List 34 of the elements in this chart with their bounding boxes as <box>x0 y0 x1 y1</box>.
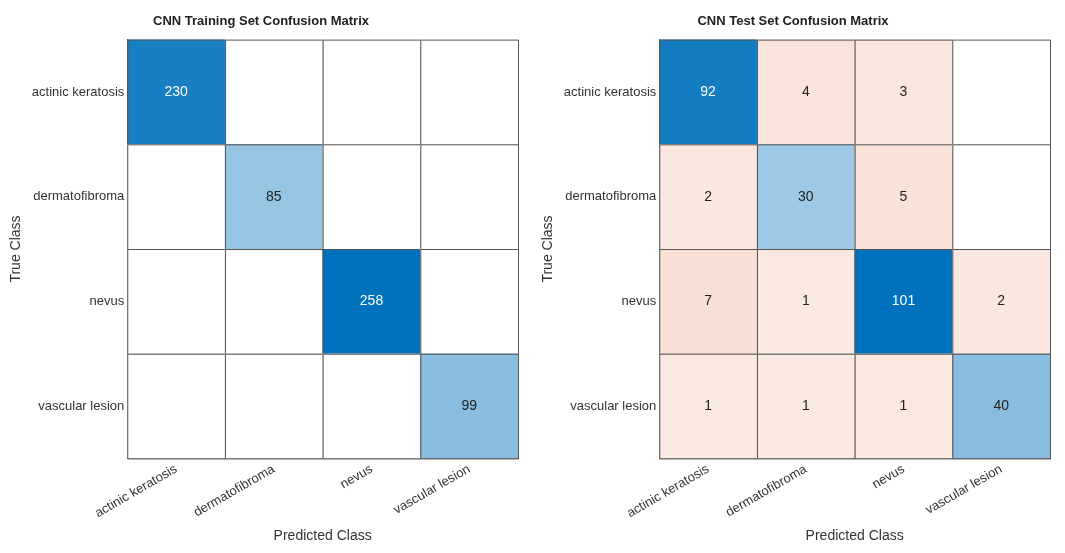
data-label: 40 <box>993 396 1010 413</box>
data-label: 2 <box>997 292 1006 309</box>
data-label: 85 <box>266 187 282 204</box>
y-tick-label: actinic keratosis <box>563 83 657 99</box>
x-axis-title: Predicted Class <box>273 527 372 544</box>
chart-title: CNN Test Set Confusion Matrix <box>697 13 890 29</box>
data-label: 2 <box>704 187 713 204</box>
data-label: 99 <box>461 396 478 413</box>
x-tick-label: nevus <box>337 460 376 492</box>
data-label: 1 <box>801 396 810 413</box>
data-label: 258 <box>359 292 384 309</box>
y-axis-title: True Class <box>7 215 24 283</box>
y-tick-label: nevus <box>89 292 125 308</box>
x-axis-title: Predicted Class <box>805 527 904 544</box>
data-label: 230 <box>164 82 189 99</box>
y-tick-label: dermatofibroma <box>565 188 658 204</box>
x-tick-label: nevus <box>869 460 908 492</box>
data-label: 30 <box>798 187 814 204</box>
y-tick-label: dermatofibroma <box>33 188 126 204</box>
y-axis-title: True Class <box>539 215 556 283</box>
y-tick-label: vascular lesion <box>38 397 125 413</box>
data-label: 3 <box>899 82 908 99</box>
data-label: 101 <box>891 292 916 309</box>
y-tick-label: actinic keratosis <box>31 83 125 99</box>
chart-title: CNN Training Set Confusion Matrix <box>153 13 370 29</box>
data-label: 1 <box>899 396 908 413</box>
data-label: 92 <box>700 82 717 99</box>
data-label: 4 <box>801 82 810 99</box>
data-label: 1 <box>704 396 713 413</box>
data-label: 5 <box>899 187 908 204</box>
data-label: 1 <box>801 292 810 309</box>
y-tick-label: vascular lesion <box>570 397 657 413</box>
y-tick-label: nevus <box>621 292 657 308</box>
data-label: 7 <box>704 292 713 309</box>
